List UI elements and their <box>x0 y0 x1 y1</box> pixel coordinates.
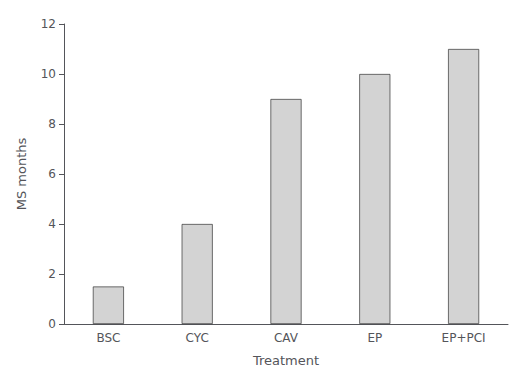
svg-text:CYC: CYC <box>186 331 209 345</box>
svg-text:EP+PCI: EP+PCI <box>442 331 486 345</box>
svg-text:BSC: BSC <box>96 331 120 345</box>
svg-text:2: 2 <box>48 267 56 281</box>
svg-text:MS months: MS months <box>14 137 29 210</box>
svg-text:Treatment: Treatment <box>252 353 319 368</box>
svg-text:8: 8 <box>48 117 56 131</box>
svg-text:6: 6 <box>48 167 56 181</box>
svg-text:10: 10 <box>41 67 56 81</box>
svg-text:4: 4 <box>48 217 56 231</box>
svg-text:12: 12 <box>41 17 56 31</box>
svg-text:CAV: CAV <box>274 331 299 345</box>
svg-text:EP: EP <box>367 331 382 345</box>
svg-text:0: 0 <box>48 317 56 331</box>
